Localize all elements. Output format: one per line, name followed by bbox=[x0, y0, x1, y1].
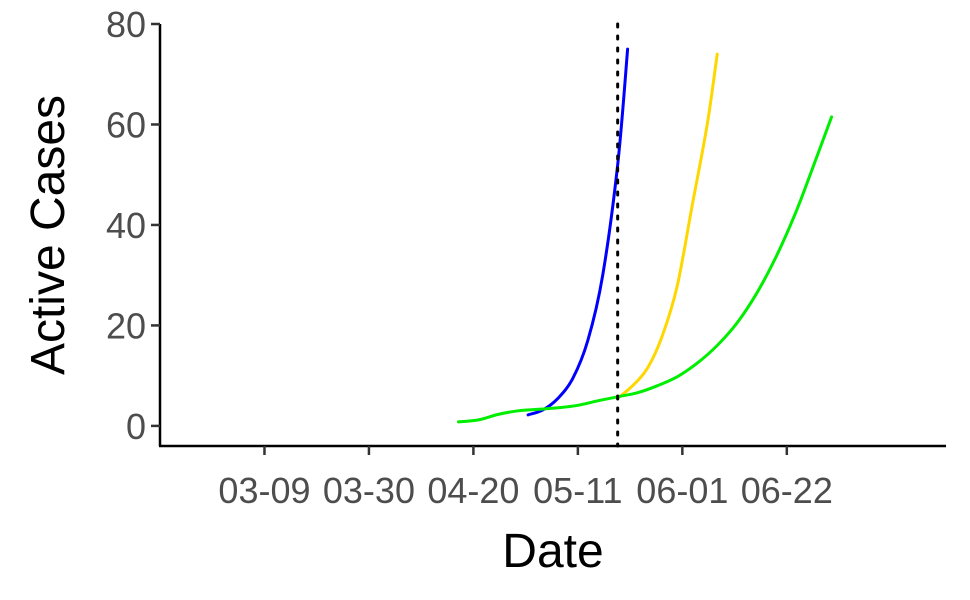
series-line-3 bbox=[457, 115, 834, 424]
x-tick-label: 03-30 bbox=[323, 470, 415, 511]
x-tick-label: 06-01 bbox=[636, 470, 728, 511]
y-axis-title: Active Cases bbox=[22, 95, 75, 375]
series-layer bbox=[457, 47, 834, 424]
x-axis-title: Date bbox=[502, 525, 603, 578]
y-tick-label: 0 bbox=[126, 406, 146, 447]
y-ticks: 0 20 40 60 80 bbox=[106, 4, 160, 447]
x-tick-label: 05-11 bbox=[533, 470, 622, 511]
x-ticks: 03-09 03-30 04-20 05-11 06-01 06-22 bbox=[218, 446, 833, 511]
axes bbox=[158, 24, 946, 448]
series-line-1 bbox=[526, 47, 630, 417]
y-tick-label: 80 bbox=[106, 4, 146, 45]
series-line-2 bbox=[616, 52, 719, 400]
y-tick-label: 60 bbox=[106, 104, 146, 145]
x-tick-label: 06-22 bbox=[741, 470, 833, 511]
y-tick-label: 40 bbox=[106, 205, 146, 246]
y-tick-label: 20 bbox=[106, 305, 146, 346]
x-tick-label: 03-09 bbox=[218, 470, 310, 511]
x-tick-label: 04-20 bbox=[427, 470, 519, 511]
